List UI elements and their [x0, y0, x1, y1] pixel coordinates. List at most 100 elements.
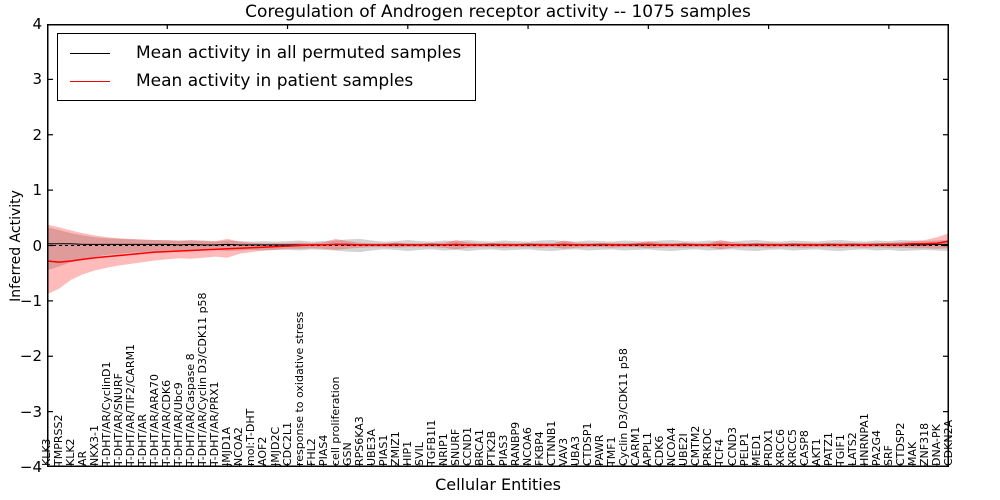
x-tick-label: VAV3	[557, 437, 571, 466]
legend: Mean activity in all permuted samples Me…	[57, 33, 477, 101]
x-tick-label: UBE2I	[677, 433, 691, 466]
x-tick-label: NKX3-1	[88, 425, 102, 466]
permuted-line-sample-icon	[70, 52, 110, 54]
x-tick-label: AR	[76, 450, 90, 466]
x-tick-label: XRCC6	[773, 429, 787, 466]
x-tick-label: UBA3	[569, 435, 583, 466]
x-tick-label: SRF	[881, 445, 895, 466]
patient-mean-line	[47, 240, 949, 263]
x-tick-label: PIAS3	[497, 434, 510, 466]
x-tick-label: CDK6	[653, 435, 667, 466]
x-tick-label: CDC2L1	[280, 422, 294, 466]
x-tick-label: RPS6KA3	[352, 416, 366, 466]
y-tick-label: −3	[19, 402, 42, 421]
x-tick-label: ZNF318	[917, 422, 931, 466]
x-tick-label: SNURF	[448, 428, 462, 466]
x-tick-label: T-DHT/AR/Caspase 8	[184, 353, 198, 466]
x-tick-label: MAK	[905, 441, 919, 466]
x-tick-label: TMPRSS2	[52, 414, 66, 466]
x-tick-label: Cyclin D3/CDK11 p58	[617, 348, 631, 466]
x-tick-label: KLK3	[40, 438, 53, 466]
y-tick-label: 0	[32, 236, 42, 255]
patient-line-sample-icon	[70, 80, 110, 82]
x-tick-label: cell proliferation	[328, 376, 342, 466]
x-tick-label: PA2G4	[869, 430, 883, 466]
x-tick-label: CTDSP2	[893, 422, 907, 466]
x-tick-label: PIAS4	[316, 434, 330, 466]
x-tick-label: XRCC5	[785, 429, 799, 466]
x-tick-label: FKBP4	[533, 431, 547, 466]
x-tick-label: CTDSP1	[581, 422, 595, 466]
x-tick-label: TGFB1I1	[424, 419, 438, 466]
y-axis-label: Inferred Activity	[8, 190, 24, 302]
x-tick-label: FHL2	[304, 438, 318, 466]
x-tick-label: HIP1	[400, 440, 414, 466]
y-tick-label: 1	[32, 181, 42, 200]
x-tick-label: T-DHT/AR/CDK6	[160, 379, 174, 466]
x-tick-label: T-DHT/AR/TIF2/CARM1	[124, 343, 138, 466]
x-tick-label: AKT1	[809, 438, 823, 466]
x-tick-label: LATS2	[845, 432, 859, 466]
x-tick-label: T-DHT/AR/CyclinD1	[100, 361, 114, 466]
axes-frame	[47, 24, 949, 467]
x-tick-label: SVIL	[412, 442, 426, 466]
x-tick-label: NCOA2	[232, 427, 246, 466]
x-tick-label: TMF1	[605, 436, 619, 466]
patient-confidence-band	[47, 224, 949, 295]
x-tick-label: NCOA6	[521, 427, 535, 466]
x-tick-label: PELP1	[737, 432, 751, 466]
x-tick-label: RANBP9	[509, 421, 523, 466]
x-tick-label: CTNNB1	[545, 420, 559, 466]
x-tick-label: CCND3	[725, 426, 739, 466]
x-tick-label: NRIP1	[436, 433, 450, 466]
x-tick-label: response to oxidative stress	[292, 311, 306, 466]
x-tick-label: BRCA1	[472, 429, 486, 466]
x-tick-label: APPL1	[641, 432, 655, 466]
x-tick-label: CASP8	[797, 430, 811, 466]
x-tick-label: UBE3A	[364, 428, 378, 466]
x-tick-label: T-DHT/AR/PRX1	[208, 381, 222, 466]
legend-item-permuted: Mean activity in all permuted samples	[70, 40, 461, 66]
x-tick-label: CARM1	[629, 426, 643, 466]
x-tick-label: PRKDC	[701, 428, 715, 466]
x-tick-label: PAWR	[593, 434, 607, 466]
y-tick-label: −1	[19, 291, 42, 310]
y-tick-label: 3	[32, 70, 42, 89]
x-tick-label: CCND1	[460, 426, 474, 466]
x-tick-label: KLK2	[64, 438, 78, 466]
x-tick-label: T-DHT/AR/Ubc9	[172, 382, 186, 466]
x-tick-label: TGIF1	[833, 434, 847, 466]
x-tick-label: JMJD2C	[268, 426, 282, 466]
legend-label-patient: Mean activity in patient samples	[136, 71, 414, 91]
x-tick-label: mol:T-DHT	[244, 408, 258, 466]
legend-label-permuted: Mean activity in all permuted samples	[136, 43, 462, 63]
x-tick-label: MED1	[749, 434, 763, 466]
x-tick-label: HNRNPA1	[857, 413, 871, 466]
legend-item-patient: Mean activity in patient samples	[70, 68, 461, 94]
x-tick-label: CDKN2A	[942, 419, 955, 466]
x-tick-label: NCOA4	[665, 427, 679, 466]
plot-area	[47, 24, 949, 467]
x-tick-label: GSN	[340, 442, 354, 466]
x-tick-label: AOF2	[256, 436, 270, 466]
x-tick-label: T-DHT/AR/SNURF	[112, 373, 126, 466]
x-tick-label: TCF4	[713, 438, 727, 466]
x-tick-label: PIAS1	[376, 434, 390, 466]
x-tick-label: T-DHT/AR/Cyclin D3/CDK11 p58	[196, 292, 210, 466]
x-axis-label: Cellular Entities	[435, 475, 561, 494]
x-tick-label: PATZ1	[821, 432, 835, 466]
x-tick-label: PRDX1	[761, 428, 775, 466]
y-tick-label: −2	[19, 347, 42, 366]
permuted-confidence-band	[47, 227, 949, 271]
x-tick-label: T-DHT/AR/ARA70	[148, 374, 162, 466]
x-tick-label: PTK2B	[484, 430, 498, 466]
y-tick-label: 4	[32, 15, 42, 33]
y-tick-label: 2	[32, 125, 42, 144]
x-tick-label: T-DHT/AR	[136, 413, 150, 466]
y-tick-label: −4	[19, 458, 42, 476]
x-tick-label: CMTM2	[689, 425, 703, 466]
x-tick-label: DNA-PK	[929, 424, 943, 466]
x-tick-label: ZMIZ1	[388, 431, 402, 466]
x-tick-label: JMJD1A	[220, 427, 234, 466]
